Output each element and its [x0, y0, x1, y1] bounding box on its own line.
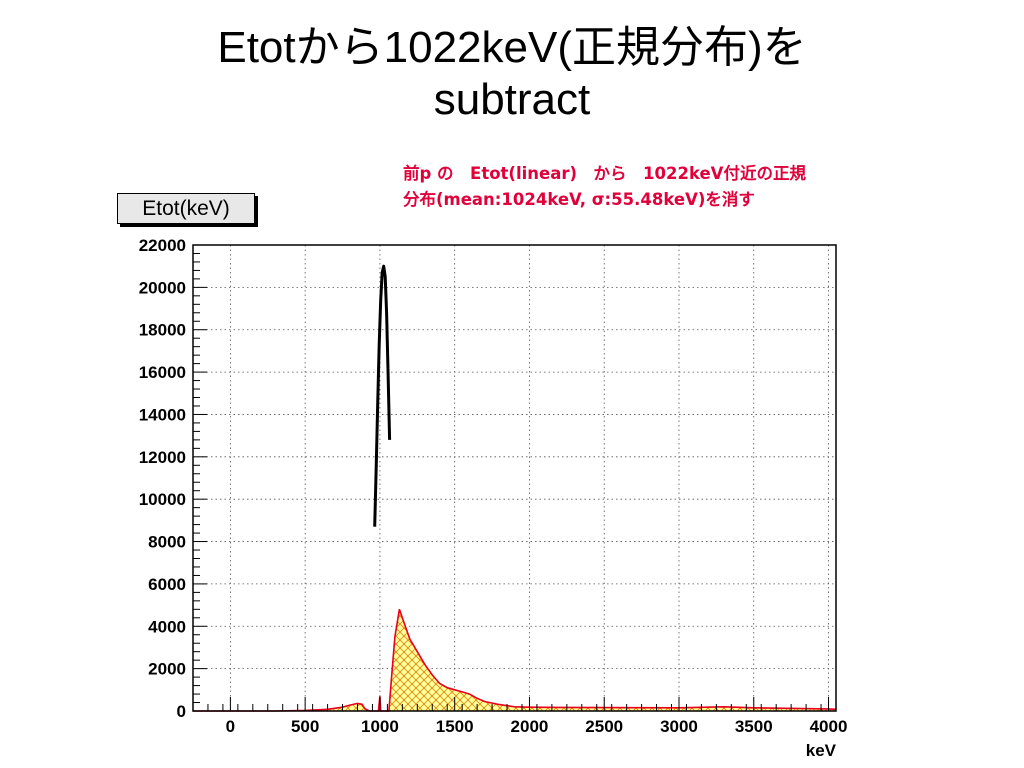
- x-tick-label: 3500: [735, 717, 773, 736]
- y-tick-label: 16000: [139, 363, 186, 382]
- x-tick-label: 4000: [810, 717, 848, 736]
- y-tick-label: 10000: [139, 490, 186, 509]
- slide-title-line2: subtract: [433, 75, 591, 124]
- x-tick-label: 0: [226, 717, 235, 736]
- gaussian-curve: [373, 264, 392, 527]
- histogram-name-box: Etot(keV): [117, 193, 255, 224]
- y-tick-label: 4000: [148, 617, 186, 636]
- x-tick-label: 3000: [660, 717, 698, 736]
- x-axis-title: keV: [806, 741, 837, 760]
- y-tick-label: 2000: [148, 660, 186, 679]
- x-tick-label: 2500: [585, 717, 623, 736]
- y-tick-label: 14000: [139, 405, 186, 424]
- slide-title: Etotから1022keV(正規分布)を subtract: [0, 22, 1024, 126]
- data-layer: [193, 264, 837, 712]
- x-tick-label: 1500: [436, 717, 474, 736]
- x-tick-label: 500: [291, 717, 319, 736]
- y-tick-label: 12000: [139, 448, 186, 467]
- histogram-fill: [193, 609, 836, 711]
- y-tick-label: 22000: [139, 236, 186, 255]
- y-tick-label: 8000: [148, 533, 186, 552]
- annotation-line1: 前p の Etot(linear) から 1022keV付近の正規: [403, 164, 806, 183]
- y-tick-label: 6000: [148, 575, 186, 594]
- histogram-line: [193, 609, 837, 712]
- histogram-name-label: Etot(keV): [142, 196, 230, 220]
- annotation-note: 前p の Etot(linear) から 1022keV付近の正規 分布(mea…: [403, 161, 806, 213]
- y-tick-label: 18000: [139, 321, 186, 340]
- axis-layer: 0 500 1000 1500 2000 2500 3000 3500 4000 0 2000 400…: [139, 236, 848, 760]
- plot-frame: [192, 244, 837, 712]
- grid-lines: [193, 244, 836, 712]
- slide-title-line1: Etotから1022keV(正規分布)を: [217, 23, 807, 72]
- annotation-line2: 分布(mean:1024keV, σ:55.48keV)を消す: [403, 190, 755, 209]
- y-tick-label: 20000: [139, 278, 186, 297]
- x-tick-label: 1000: [361, 717, 399, 736]
- y-tick-label: 0: [177, 702, 186, 721]
- x-tick-label: 2000: [511, 717, 549, 736]
